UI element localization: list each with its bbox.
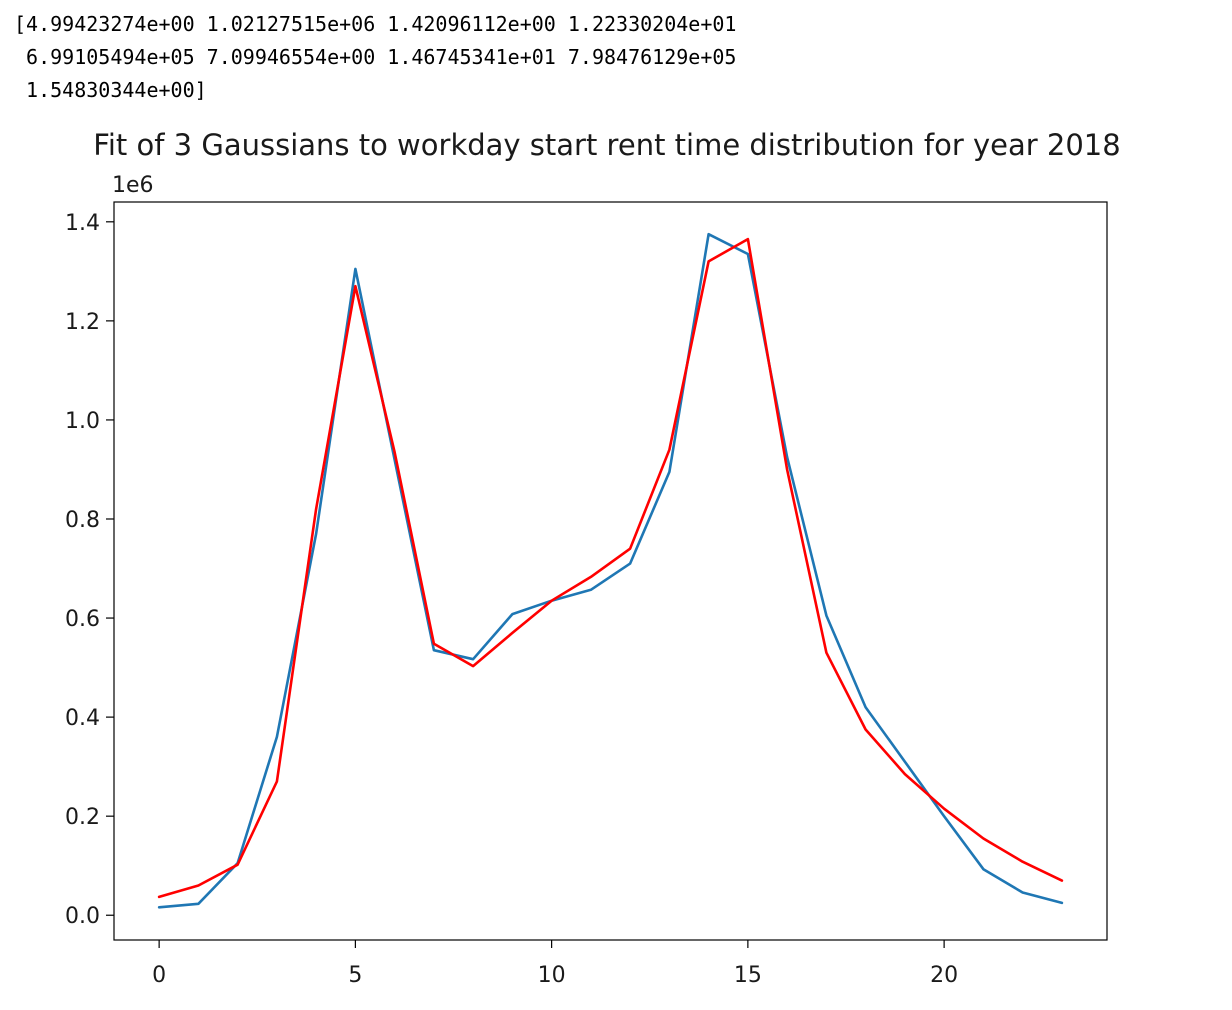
output-line-2: 6.99105494e+05 7.09946554e+00 1.46745341… xyxy=(14,45,737,69)
y-tick-label: 0.6 xyxy=(65,607,100,632)
series-line-2 xyxy=(157,237,1064,899)
plot-frame xyxy=(113,201,1108,941)
y-tick-label: 1.2 xyxy=(65,310,100,335)
cell-output-text: [4.99423274e+00 1.02127515e+06 1.4209611… xyxy=(14,8,736,107)
chart-title: Fit of 3 Gaussians to workday start rent… xyxy=(93,128,1120,162)
x-tick-label: 0 xyxy=(152,963,166,988)
series-line-1 xyxy=(157,232,1064,909)
axis-layer: 0 5 10 15 20 0.0 0.2 0.4 0.6 0.8 1.0 1.2 1.4 xyxy=(65,211,958,988)
x-tick-label: 15 xyxy=(734,963,762,988)
y-tick-label: 0.8 xyxy=(65,508,100,533)
y-axis-offset-label: 1e6 xyxy=(112,173,154,198)
y-tick-label: 0.2 xyxy=(65,805,100,830)
output-line-1: [4.99423274e+00 1.02127515e+06 1.4209611… xyxy=(14,12,737,36)
y-tick-label: 1.0 xyxy=(65,409,100,434)
output-line-3: 1.54830344e+00] xyxy=(14,78,207,102)
y-tick-label: 1.4 xyxy=(65,211,100,236)
x-tick-label: 20 xyxy=(930,963,958,988)
x-tick-label: 5 xyxy=(348,963,362,988)
series-layer xyxy=(157,232,1064,909)
y-tick-label: 0.4 xyxy=(65,706,100,731)
y-tick-label: 0.0 xyxy=(65,904,100,929)
x-tick-label: 10 xyxy=(538,963,566,988)
